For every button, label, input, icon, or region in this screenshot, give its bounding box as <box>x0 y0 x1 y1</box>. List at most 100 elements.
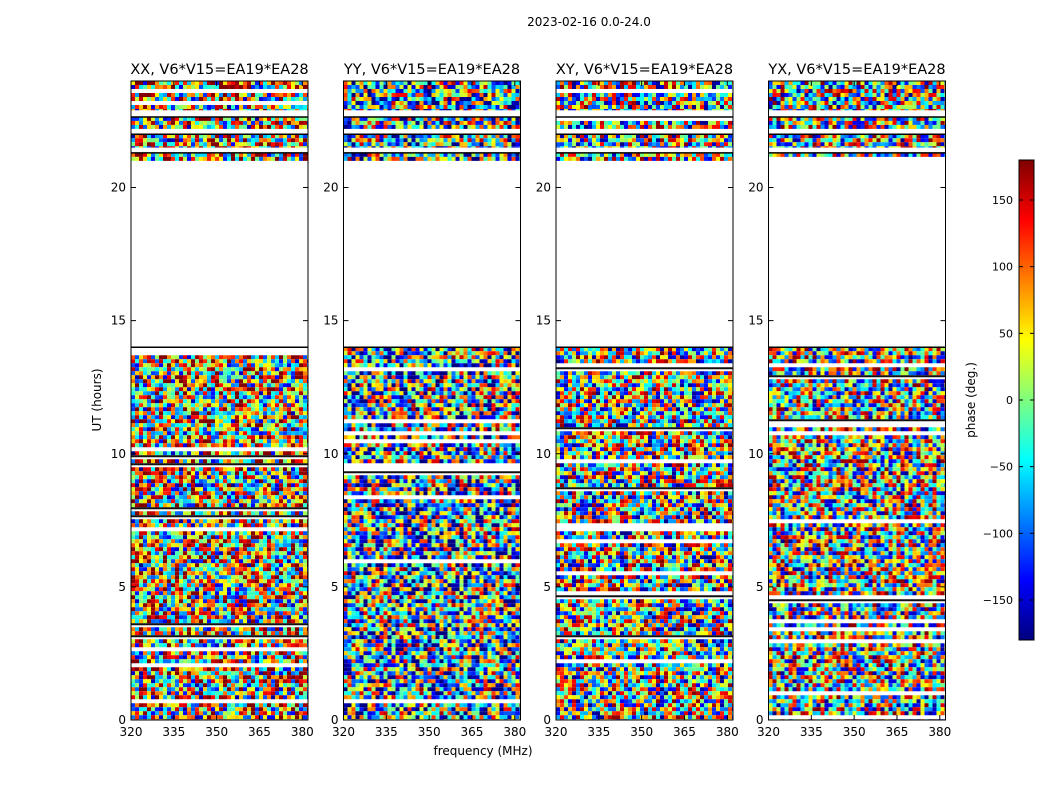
heatmap-cell <box>243 675 247 679</box>
heatmap-cell <box>243 563 247 567</box>
heatmap-cell <box>283 655 287 659</box>
heatmap-cell <box>219 531 223 535</box>
heatmap-cell <box>299 607 303 611</box>
heatmap-cell <box>259 475 263 479</box>
heatmap-cell <box>235 431 239 435</box>
heatmap-cell <box>492 359 496 363</box>
heatmap-cell <box>243 415 247 419</box>
heatmap-cell <box>275 459 279 463</box>
heatmap-cell <box>299 93 303 97</box>
heatmap-cell <box>143 587 147 591</box>
heatmap-cell <box>219 499 223 503</box>
heatmap-cell <box>352 363 356 367</box>
heatmap-cell <box>215 711 219 715</box>
heatmap-cell <box>203 547 207 551</box>
heatmap-cell <box>231 431 235 435</box>
heatmap-cell <box>223 543 227 547</box>
heatmap-cell <box>275 615 279 619</box>
heatmap-cell <box>263 615 267 619</box>
heatmap-cell <box>223 451 227 455</box>
heatmap-cell <box>179 587 183 591</box>
heatmap-cell <box>183 403 187 407</box>
heatmap-cell <box>159 583 163 587</box>
heatmap-cell <box>211 511 215 515</box>
heatmap-cell <box>291 643 295 647</box>
heatmap-cell <box>251 479 255 483</box>
heatmap-cell <box>199 691 203 695</box>
heatmap-cell <box>147 523 151 527</box>
heatmap-cell <box>139 503 143 507</box>
heatmap-cell <box>275 407 279 411</box>
heatmap-cell <box>243 363 247 367</box>
heatmap-cell <box>283 619 287 623</box>
heatmap-cell <box>159 495 163 499</box>
heatmap-cell <box>271 619 275 623</box>
heatmap-cell <box>239 595 243 599</box>
heatmap-cell <box>183 415 187 419</box>
heatmap-cell <box>199 683 203 687</box>
heatmap-cell <box>207 142 211 146</box>
heatmap-cell <box>492 351 496 355</box>
heatmap-cell <box>159 555 163 559</box>
heatmap-cell <box>356 383 360 387</box>
heatmap-cell <box>227 81 231 85</box>
heatmap-cell <box>155 575 159 579</box>
heatmap-cell <box>231 575 235 579</box>
heatmap-cell <box>143 379 147 383</box>
heatmap-cell <box>243 475 247 479</box>
heatmap-cell <box>155 631 159 635</box>
heatmap-cell <box>179 371 183 375</box>
heatmap-cell <box>191 142 195 146</box>
heatmap-cell <box>227 571 231 575</box>
heatmap-cell <box>215 471 219 475</box>
heatmap-cell <box>159 459 163 463</box>
heatmap-cell <box>255 431 259 435</box>
heatmap-cell <box>259 391 263 395</box>
heatmap-cell <box>155 415 159 419</box>
heatmap-cell <box>187 711 191 715</box>
heatmap-cell <box>175 691 179 695</box>
heatmap-cell <box>235 403 239 407</box>
heatmap-cell <box>131 403 135 407</box>
heatmap-cell <box>179 651 183 655</box>
heatmap-cell <box>291 427 295 431</box>
heatmap-cell <box>151 707 155 711</box>
heatmap-cell <box>159 607 163 611</box>
heatmap-cell <box>267 419 271 423</box>
heatmap-cell <box>271 367 275 371</box>
heatmap-cell <box>279 459 283 463</box>
heatmap-cell <box>508 371 512 375</box>
heatmap-cell <box>191 715 195 719</box>
heatmap-cell <box>171 567 175 571</box>
heatmap-cell <box>171 105 175 109</box>
heatmap-cell <box>199 395 203 399</box>
heatmap-cell <box>167 439 171 443</box>
heatmap-cell <box>283 695 287 699</box>
heatmap-cell <box>263 531 267 535</box>
heatmap-cell <box>279 387 283 391</box>
heatmap-cell <box>195 619 199 623</box>
heatmap-cell <box>255 81 259 85</box>
heatmap-cell <box>279 451 283 455</box>
heatmap-cell <box>392 379 396 383</box>
heatmap-cell <box>291 595 295 599</box>
heatmap-cell <box>183 575 187 579</box>
heatmap-cell <box>259 379 263 383</box>
heatmap-cell <box>171 93 175 97</box>
heatmap-cell <box>223 407 227 411</box>
heatmap-cell <box>392 371 396 375</box>
heatmap-cell <box>219 375 223 379</box>
heatmap-cell <box>203 367 207 371</box>
heatmap-cell <box>159 138 163 142</box>
heatmap-cell <box>267 443 271 447</box>
heatmap-cell <box>432 375 436 379</box>
heatmap-cell <box>175 435 179 439</box>
heatmap-cell <box>271 703 275 707</box>
heatmap-cell <box>179 435 183 439</box>
heatmap-cell <box>267 459 271 463</box>
heatmap-cell <box>183 423 187 427</box>
heatmap-cell <box>267 563 271 567</box>
heatmap-cell <box>263 467 267 471</box>
heatmap-cell <box>211 407 215 411</box>
heatmap-cell <box>147 511 151 515</box>
